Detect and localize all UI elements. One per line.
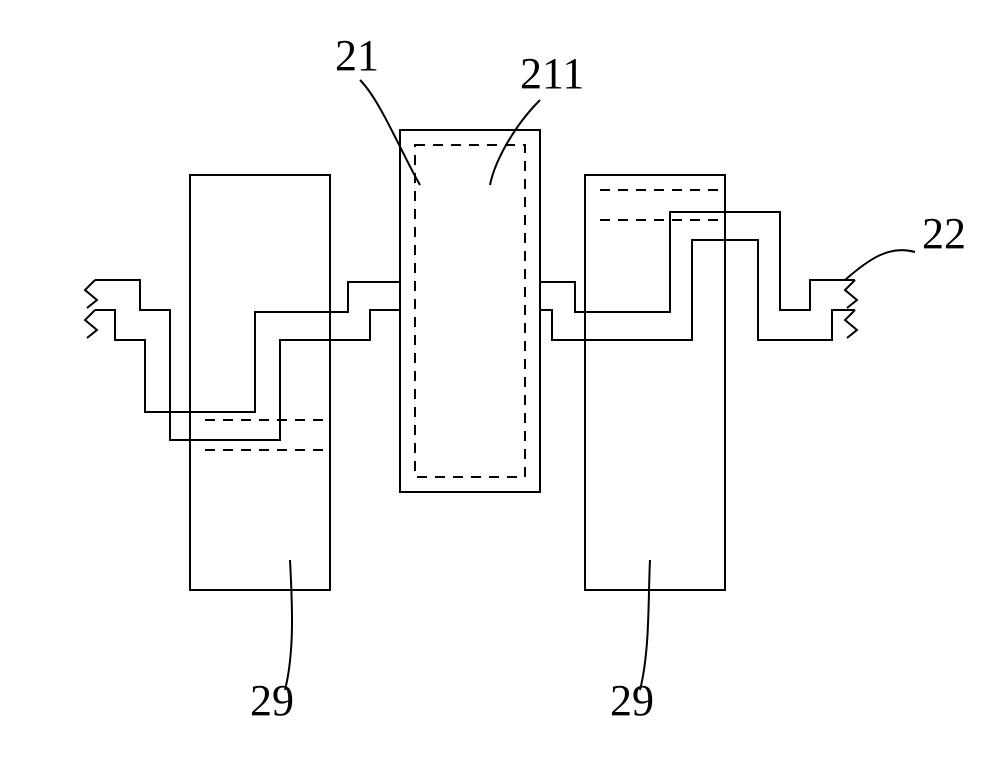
leader-29a [285,560,292,690]
center-block-outer [400,130,540,492]
right-pipe-outer [540,212,855,312]
right-pipe-break-bot [845,310,857,338]
label-21: 21 [335,31,379,80]
left-pipe-break-bot [85,310,97,338]
left-block [190,175,330,590]
left-pipe-break-top [85,280,97,308]
label-29a: 29 [250,676,294,725]
right-pipe-inner [540,240,855,340]
leader-22 [845,250,915,280]
leader-21 [360,80,420,185]
right-pipe-break-top [845,280,857,308]
label-211: 211 [520,49,584,98]
label-29b: 29 [610,676,654,725]
leader-211 [490,100,540,185]
label-22: 22 [922,209,966,258]
leader-29b [640,560,650,690]
right-block [585,175,725,590]
center-block-inner [415,145,525,477]
left-pipe-outer [95,280,400,440]
patent-diagram: 21 211 22 29 29 [0,0,1000,766]
